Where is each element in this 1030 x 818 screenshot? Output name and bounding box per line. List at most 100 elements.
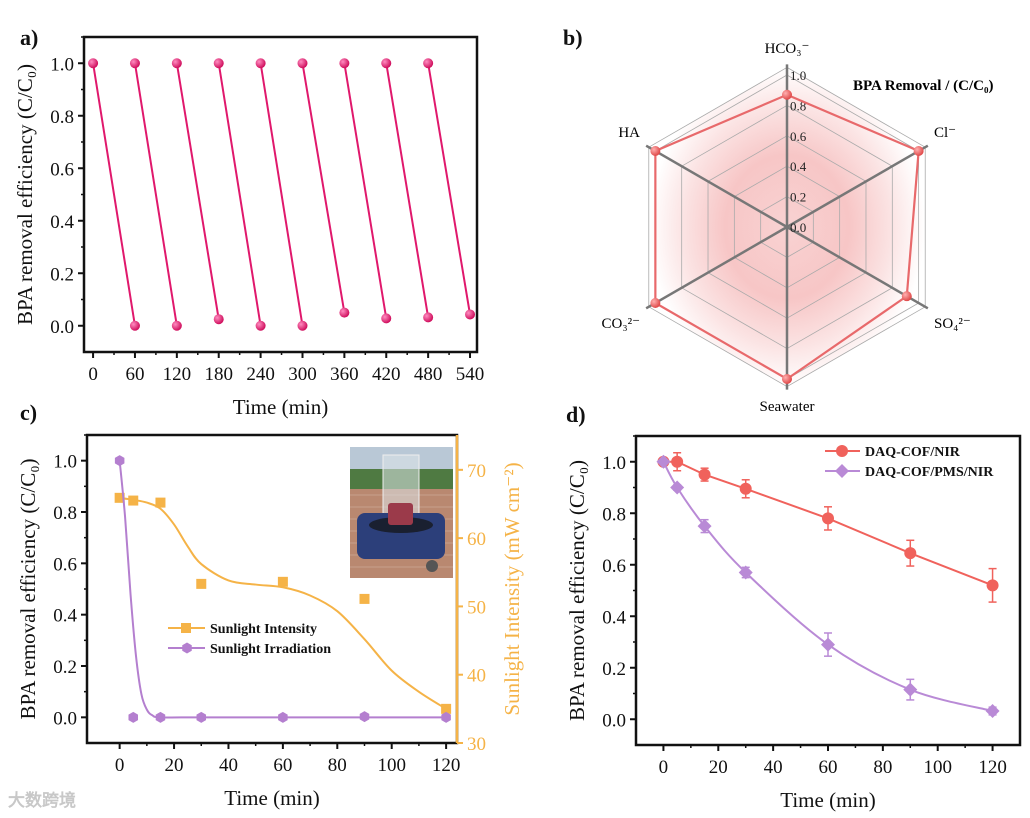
panel-b: b)0.00.20.40.60.81.0HCO₃⁻Cl⁻SO₄²⁻Seawate… xyxy=(563,25,993,415)
x-tick-label: 20 xyxy=(709,757,728,778)
cycle-6-start-point xyxy=(297,58,308,69)
cycle-5-end-point xyxy=(297,320,308,331)
x-tick-label: 300 xyxy=(288,364,317,385)
cycle-1-start-point xyxy=(88,58,99,69)
pms-point xyxy=(985,704,1000,719)
y-axis-label: BPA removal efficiency (C/C₀) xyxy=(13,64,37,325)
inset-photo xyxy=(350,447,453,578)
cycle-9-line xyxy=(427,63,472,315)
x-tick-label: 480 xyxy=(414,364,443,385)
radar-axis-label: SO₄²⁻ xyxy=(934,316,971,332)
panel-d: 0 20 40 60 80 100 120 0.0 0.2 0.4 0.6 0.8 1.0 Time (m… xyxy=(565,402,1022,812)
y-tick-label: 0.6 xyxy=(53,554,77,575)
legend-marker-nir xyxy=(836,445,848,457)
intensity-point xyxy=(128,495,139,506)
irradiation-point xyxy=(196,711,207,723)
legend-marker-intensity xyxy=(181,623,191,633)
x-axis-label: Time (min) xyxy=(780,788,875,812)
irradiation-point xyxy=(114,455,125,467)
legend-marker-pms xyxy=(835,464,849,478)
panel-label: b) xyxy=(563,25,583,50)
panel-label: d) xyxy=(566,402,586,427)
y-tick-label: 0.0 xyxy=(53,708,77,729)
radar-point xyxy=(782,374,792,384)
x-tick-label: 180 xyxy=(204,364,233,385)
cycle-7-end-point xyxy=(381,313,392,324)
x-tick-label: 0 xyxy=(659,757,669,778)
radial-tick-label: 0.4 xyxy=(790,159,807,174)
cycle-5-line xyxy=(259,63,304,326)
radar-axis xyxy=(645,225,788,310)
right-y-tick-label: 70 xyxy=(467,461,486,482)
right-y-tick-label: 60 xyxy=(467,529,486,550)
pms-point xyxy=(738,565,753,580)
y-axis-label: BPA removal efficiency (C/C₀) xyxy=(16,458,40,719)
x-tick-label: 100 xyxy=(377,755,406,776)
cycle-3-end-point xyxy=(213,314,224,325)
y-tick-label: 0.2 xyxy=(53,657,77,678)
legend-label: DAQ-COF/PMS/NIR xyxy=(865,465,994,480)
x-tick-label: 60 xyxy=(125,364,144,385)
radar-axis xyxy=(645,144,788,229)
cycle-6-line xyxy=(301,63,346,313)
intensity-point xyxy=(277,576,288,587)
y-axis-label: BPA removal efficiency (C/C₀) xyxy=(565,460,589,721)
intensity-point xyxy=(114,492,125,503)
cycle-6-end-point xyxy=(339,307,350,318)
radar-axis-label: Seawater xyxy=(760,399,815,415)
radial-tick-label: 0.2 xyxy=(790,190,806,205)
legend-label: DAQ-COF/NIR xyxy=(865,445,961,460)
x-tick-label: 80 xyxy=(328,755,347,776)
x-tick-label: 0 xyxy=(115,755,125,776)
pms-point xyxy=(821,637,835,652)
cycle-9-end-point xyxy=(465,309,476,320)
intensity-point xyxy=(196,578,207,589)
x-tick-label: 20 xyxy=(165,755,184,776)
y-tick-label: 0.8 xyxy=(53,503,77,524)
cycle-8-end-point xyxy=(423,312,434,323)
radar-point xyxy=(913,146,924,156)
radial-tick-label: 0.0 xyxy=(790,220,806,235)
intensity-point xyxy=(359,593,370,604)
x-tick-label: 240 xyxy=(246,364,275,385)
nir-point xyxy=(698,468,711,481)
x-tick-label: 540 xyxy=(456,364,485,385)
legend: DAQ-COF/NIR DAQ-COF/PMS/NIR xyxy=(825,445,994,480)
radar-point xyxy=(650,298,661,308)
radar-title: BPA Removal / (C/C₀) xyxy=(853,78,993,94)
radial-tick-label: 1.0 xyxy=(790,68,806,83)
cycle-1-end-point xyxy=(129,320,140,331)
y-tick-label: 0.2 xyxy=(50,264,74,285)
panel-label: c) xyxy=(20,400,37,425)
pms-point xyxy=(656,454,671,469)
cycle-3-line xyxy=(175,63,220,320)
x-tick-label: 120 xyxy=(163,364,192,385)
irradiation-fit-curve xyxy=(118,460,447,719)
y-tick-label: 0.0 xyxy=(602,710,626,731)
cycle-4-line xyxy=(217,63,262,326)
y-tick-label: 0.8 xyxy=(602,504,626,525)
irradiation-point xyxy=(359,711,370,723)
nir-point xyxy=(739,482,752,495)
y-tick-label: 0.4 xyxy=(50,212,74,233)
y-tick-label: 1.0 xyxy=(50,54,74,75)
legend: Sunlight Intensity Sunlight Irradiation xyxy=(168,622,331,657)
y-tick-label: 0.6 xyxy=(602,556,626,577)
series-2-line xyxy=(662,461,993,712)
y-tick-label: 0.4 xyxy=(53,606,77,627)
watermark: 大数跨境 xyxy=(8,790,76,811)
radial-tick-label: 0.6 xyxy=(790,129,807,144)
cycle-9-start-point xyxy=(423,58,434,69)
cycle-5-start-point xyxy=(255,58,266,69)
panel-c: 0 20 40 60 80 100 120 0.0 0.2 0.4 0.6 0.8 1.0 Time (m… xyxy=(16,400,524,810)
x-tick-label: 120 xyxy=(978,757,1007,778)
right-y-tick-label: 50 xyxy=(467,597,486,618)
cycle-7-line xyxy=(343,63,388,319)
legend-label: Sunlight Irradiation xyxy=(210,642,331,657)
nir-point xyxy=(822,512,834,525)
irradiation-point xyxy=(155,711,166,723)
radar-axis-label: HCO₃⁻ xyxy=(765,41,810,57)
intensity-fit-curve xyxy=(119,496,447,710)
right-y-tick-label: 40 xyxy=(467,666,486,687)
cycle-2-end-point xyxy=(171,320,182,331)
